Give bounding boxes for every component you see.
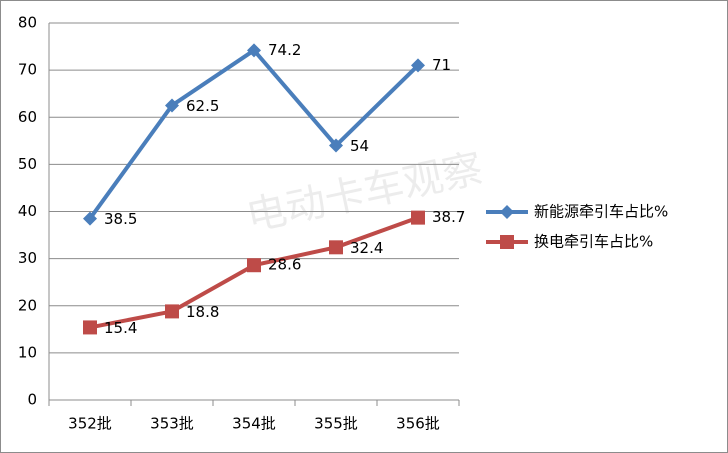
y-tick-label: 80 xyxy=(18,14,37,32)
y-tick-label: 0 xyxy=(27,391,37,409)
y-tick-label: 70 xyxy=(18,61,37,79)
data-label: 18.8 xyxy=(186,303,219,321)
x-tick-label: 355批 xyxy=(314,415,358,433)
y-tick-label: 50 xyxy=(18,155,37,173)
data-label: 38.7 xyxy=(432,208,465,226)
marker xyxy=(165,304,179,319)
data-label: 54 xyxy=(350,137,369,155)
legend-marker xyxy=(500,205,514,219)
legend-label: 新能源牵引车占比% xyxy=(534,203,668,221)
legend-marker xyxy=(500,235,514,249)
marker xyxy=(411,58,425,73)
legend-label: 换电牵引车占比% xyxy=(534,233,653,251)
data-label: 32.4 xyxy=(350,239,383,257)
marker xyxy=(83,211,97,226)
data-label: 15.4 xyxy=(104,319,137,337)
marker xyxy=(411,210,425,225)
y-tick-label: 10 xyxy=(18,343,37,361)
marker xyxy=(247,43,261,58)
marker xyxy=(247,258,261,273)
legend: 新能源牵引车占比% 换电牵引车占比% xyxy=(486,203,668,251)
x-tick-label: 352批 xyxy=(68,415,112,433)
y-tick-label: 30 xyxy=(18,249,37,267)
marker xyxy=(83,320,97,335)
y-tick-label: 60 xyxy=(18,108,37,126)
data-label: 71 xyxy=(432,56,451,74)
y-tick-label: 40 xyxy=(18,202,37,220)
data-label: 62.5 xyxy=(186,97,219,115)
data-label: 74.2 xyxy=(268,41,301,59)
x-tick-label: 353批 xyxy=(150,415,194,433)
y-tick-label: 20 xyxy=(18,296,37,314)
marker xyxy=(329,138,343,153)
marker xyxy=(329,240,343,255)
x-tick-label: 356批 xyxy=(396,415,440,433)
x-tick-label: 354批 xyxy=(232,415,276,433)
marker xyxy=(165,98,179,113)
data-label: 38.5 xyxy=(104,210,137,228)
data-label: 28.6 xyxy=(268,256,301,274)
